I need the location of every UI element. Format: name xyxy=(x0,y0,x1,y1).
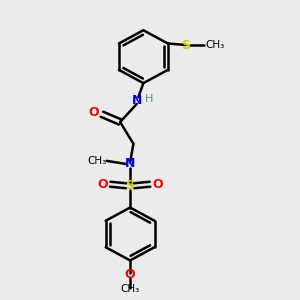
Text: CH₃: CH₃ xyxy=(87,156,106,166)
Text: O: O xyxy=(88,106,99,119)
Text: S: S xyxy=(126,179,135,192)
Text: O: O xyxy=(153,178,163,191)
Text: CH₃: CH₃ xyxy=(121,284,140,294)
Text: H: H xyxy=(145,94,153,104)
Text: CH₃: CH₃ xyxy=(205,40,224,50)
Text: N: N xyxy=(131,94,142,107)
Text: O: O xyxy=(97,178,107,191)
Text: N: N xyxy=(125,158,135,170)
Text: S: S xyxy=(182,38,190,52)
Text: O: O xyxy=(125,268,135,281)
